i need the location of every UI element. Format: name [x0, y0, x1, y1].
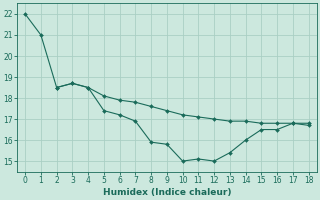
X-axis label: Humidex (Indice chaleur): Humidex (Indice chaleur): [103, 188, 231, 197]
